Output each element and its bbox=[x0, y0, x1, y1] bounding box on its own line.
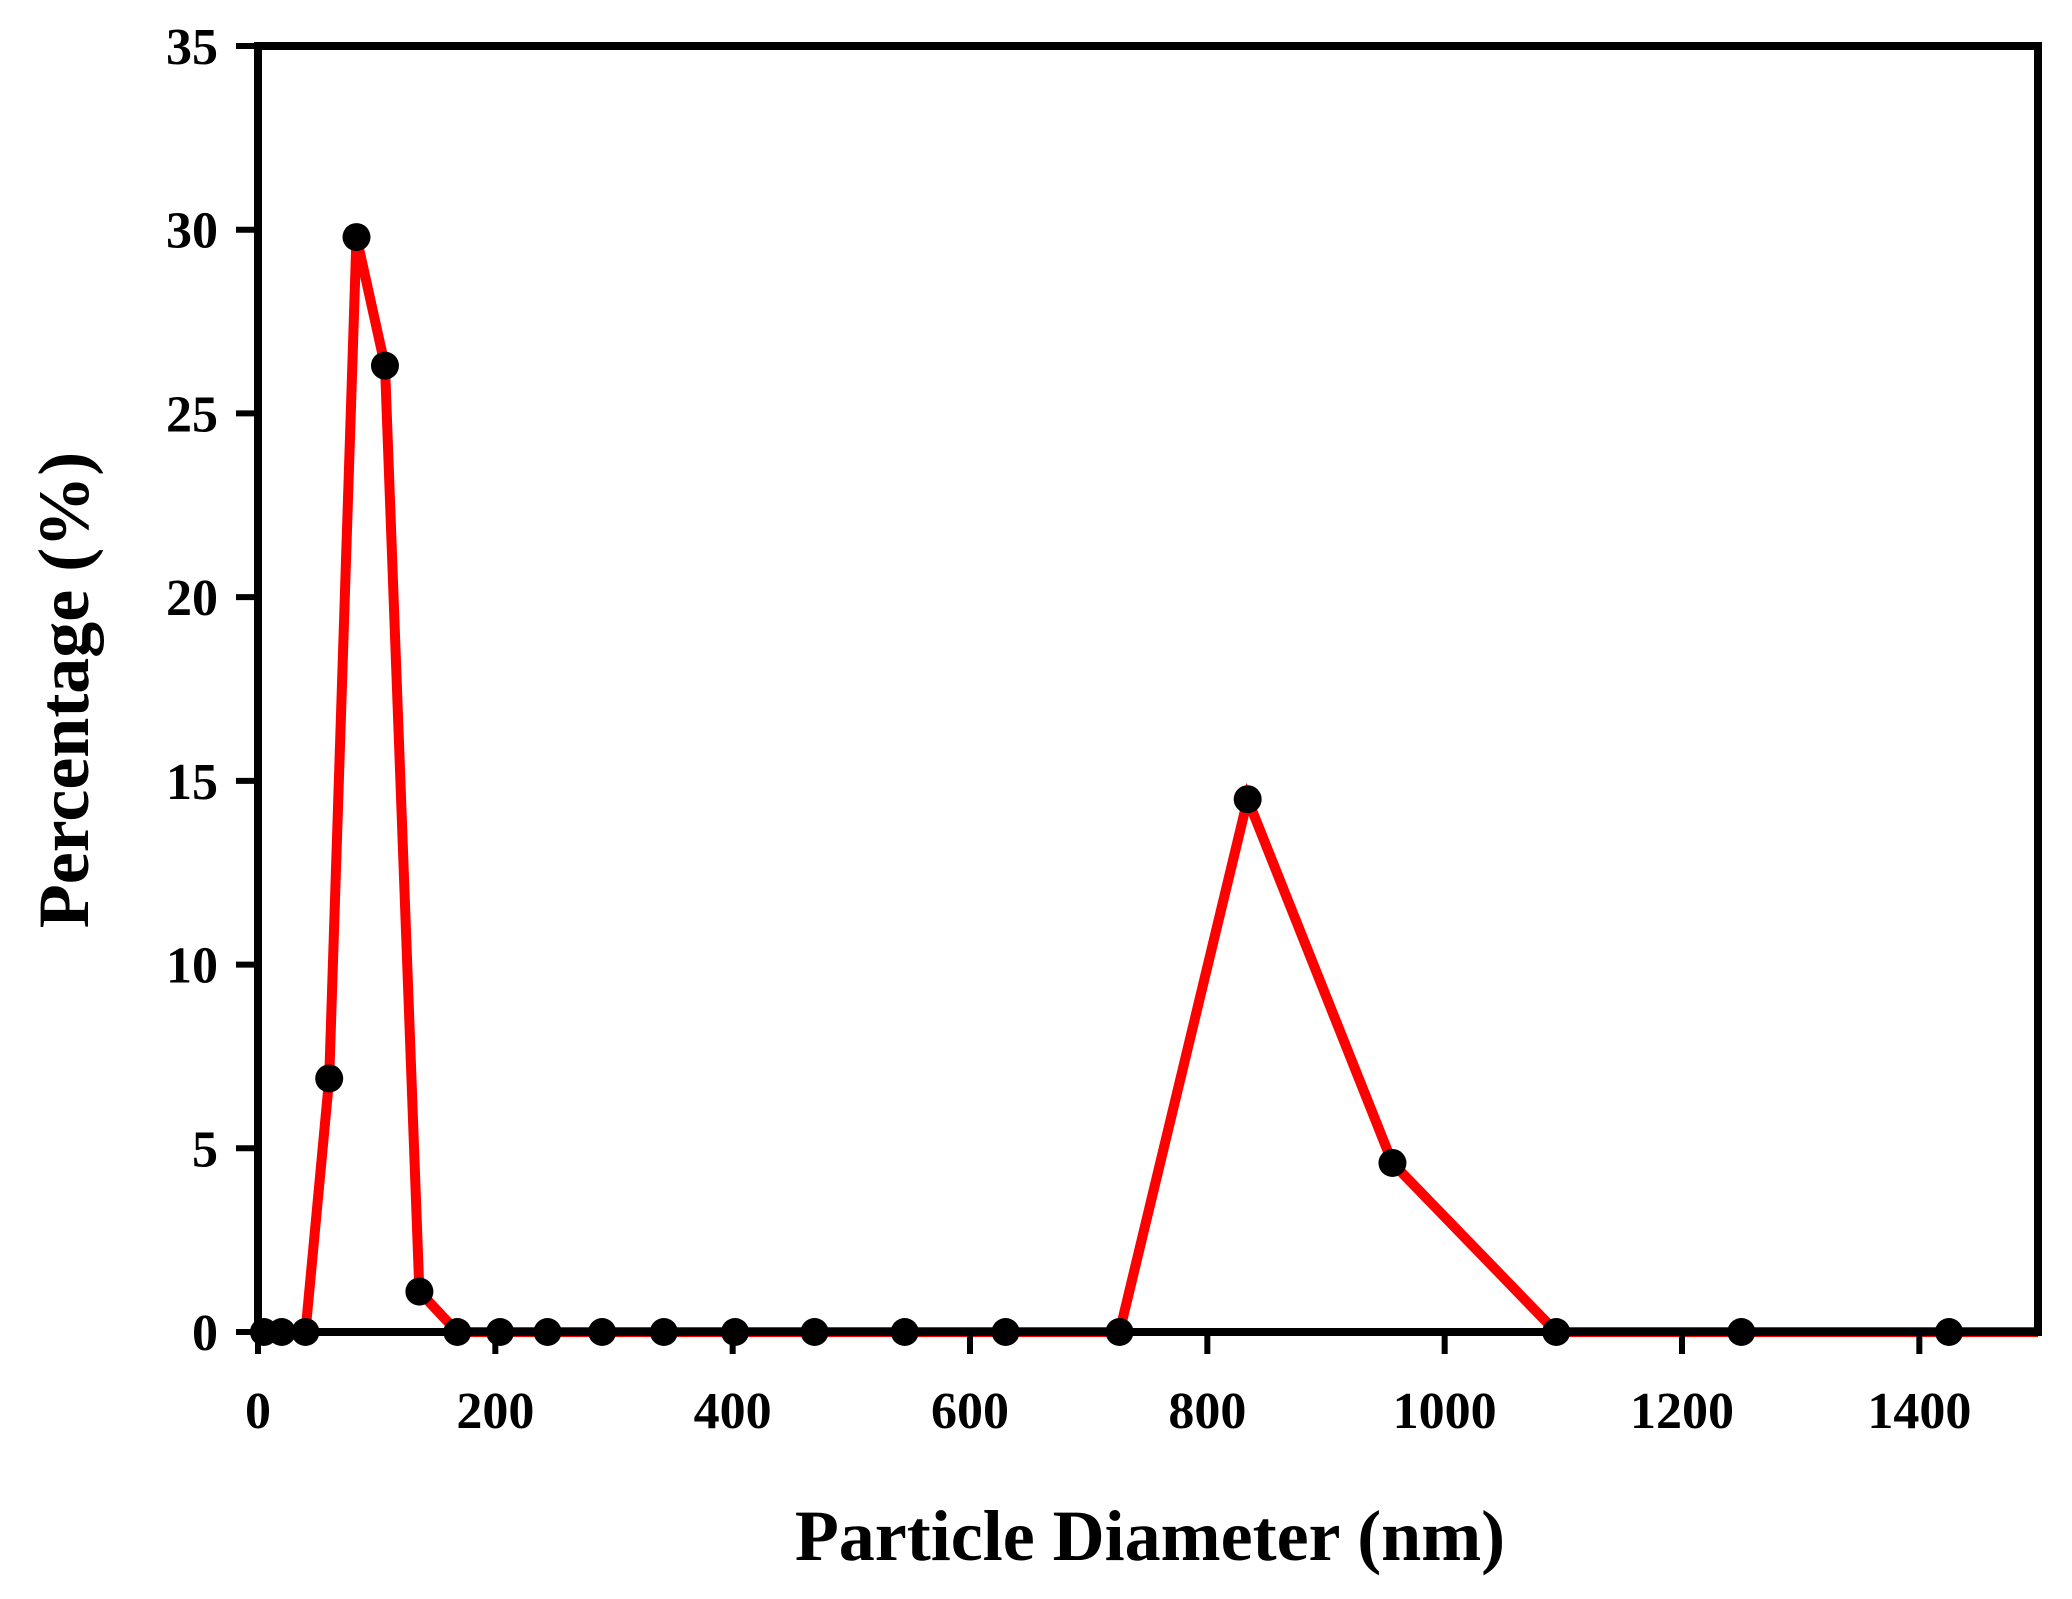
data-point bbox=[405, 1277, 434, 1306]
data-point bbox=[1542, 1318, 1571, 1346]
data-point bbox=[1935, 1318, 1963, 1346]
data-point bbox=[370, 351, 399, 380]
data-point bbox=[315, 1064, 344, 1093]
plot-frame bbox=[254, 42, 2042, 1336]
x-tick-label: 1000 bbox=[1393, 1383, 1497, 1440]
data-point bbox=[1105, 1318, 1134, 1346]
data-point bbox=[1727, 1318, 1756, 1346]
data-point bbox=[291, 1318, 320, 1346]
y-tick-label: 15 bbox=[166, 754, 218, 811]
x-tick-label: 600 bbox=[931, 1383, 1009, 1440]
x-tick-label: 1400 bbox=[1867, 1383, 1971, 1440]
y-axis-title: Percentage (%) bbox=[24, 452, 104, 928]
x-axis-title: Particle Diameter (nm) bbox=[795, 1496, 1505, 1576]
data-point bbox=[991, 1318, 1020, 1346]
y-tick-label: 35 bbox=[166, 19, 218, 76]
x-tick-label: 0 bbox=[245, 1383, 271, 1440]
x-tick-label: 400 bbox=[694, 1383, 772, 1440]
tick-layer: 0 200 400 600 800 1000 1200 1400 0 5 10 15 20 25 30 35 bbox=[166, 19, 1971, 1440]
data-point bbox=[800, 1318, 829, 1346]
data-point bbox=[1378, 1148, 1407, 1177]
data-point bbox=[486, 1318, 515, 1346]
series-line-0 bbox=[263, 235, 2038, 1337]
data-point bbox=[1233, 785, 1262, 814]
data-point bbox=[588, 1318, 617, 1346]
marker-layer bbox=[249, 223, 1963, 1346]
data-point bbox=[649, 1318, 678, 1346]
data-point bbox=[443, 1318, 472, 1346]
y-tick-label: 5 bbox=[192, 1121, 218, 1178]
x-tick-label: 1200 bbox=[1630, 1383, 1734, 1440]
y-tick-label: 10 bbox=[166, 938, 218, 995]
series-layer bbox=[263, 235, 2038, 1337]
x-tick-label: 200 bbox=[456, 1383, 534, 1440]
data-point bbox=[533, 1318, 562, 1346]
data-point bbox=[342, 223, 371, 252]
y-tick-label: 25 bbox=[166, 386, 218, 443]
y-tick-label: 30 bbox=[166, 203, 218, 260]
x-tick-label: 800 bbox=[1168, 1383, 1246, 1440]
y-tick-label: 20 bbox=[166, 570, 218, 627]
data-point bbox=[890, 1318, 919, 1346]
data-point bbox=[267, 1318, 296, 1346]
y-tick-label: 0 bbox=[192, 1305, 218, 1362]
